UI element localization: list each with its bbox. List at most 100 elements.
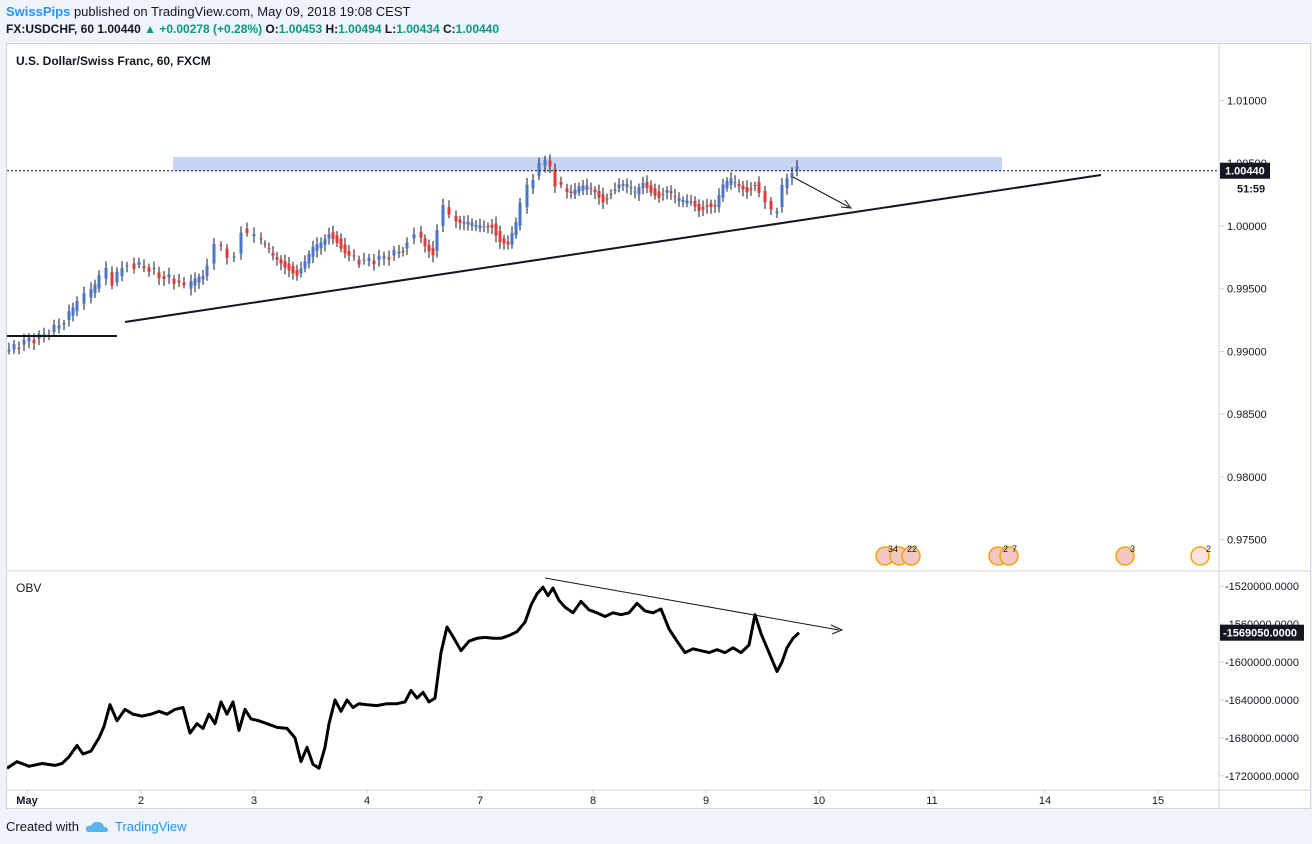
tradingview-brand-link[interactable]: TradingView [114, 819, 187, 834]
candle-body [790, 173, 794, 179]
author-name[interactable]: SwissPips [6, 4, 71, 19]
candle-body [721, 184, 725, 198]
candle-body [685, 200, 689, 204]
candle-body [17, 347, 21, 349]
candle-body [104, 267, 108, 279]
candle-body [573, 189, 577, 195]
low-label: L: [384, 22, 397, 36]
ascending-trendline[interactable] [124, 174, 1102, 323]
candle-body [97, 275, 101, 289]
candle-body [769, 200, 773, 210]
candle-body [709, 203, 713, 207]
candle-body [137, 262, 141, 265]
candle-body [62, 323, 66, 325]
candle-body [597, 190, 601, 198]
candle-body [52, 324, 56, 332]
candle-body [617, 184, 621, 189]
candle-body [795, 166, 799, 170]
candle-body [189, 281, 193, 289]
candle-body [565, 188, 569, 193]
candle-body [613, 189, 617, 191]
candle-body [162, 276, 166, 280]
candle-body [537, 163, 541, 176]
candle-body [502, 238, 506, 244]
obv-divergence-line[interactable] [544, 577, 840, 631]
candle-body [454, 215, 458, 222]
candle-body [482, 226, 486, 228]
candle-body [785, 178, 789, 189]
chart-container[interactable]: 1.010001.005001.000000.995000.990000.985… [6, 43, 1311, 809]
candle-body [252, 234, 256, 236]
candle-body [267, 248, 271, 250]
obv-tick-label: -1720000.0000 [1225, 771, 1299, 783]
candle-body [75, 301, 79, 312]
us-flag-icon[interactable] [1115, 546, 1135, 566]
candle-body [147, 267, 151, 272]
candle-body [115, 271, 119, 283]
obv-line[interactable] [6, 585, 801, 770]
time-tick-label: 9 [703, 795, 709, 807]
candles-group [7, 154, 799, 355]
obv-tick-label: -1640000.0000 [1225, 695, 1299, 707]
candle-body [693, 200, 697, 207]
chart-svg[interactable]: 1.010001.005001.000000.995000.990000.985… [6, 44, 1310, 808]
candle-body [172, 278, 176, 284]
candle-body [665, 189, 669, 193]
obv-tick-label: -1600000.0000 [1225, 657, 1299, 669]
candle-body [197, 276, 201, 283]
candle-body [205, 265, 209, 277]
candle-body [67, 311, 71, 321]
tradingview-cloud-icon[interactable] [85, 820, 109, 834]
candle-body [307, 253, 311, 264]
candle-body [201, 275, 205, 280]
close-label: C: [442, 22, 456, 36]
candle-body [392, 249, 396, 256]
candle-body [225, 248, 229, 258]
candle-body [589, 188, 593, 190]
candle-body [625, 184, 629, 188]
candle-body [593, 189, 597, 193]
obv-axis[interactable]: -1520000.0000-1560000.0000-1600000.0000-… [1219, 581, 1299, 783]
open-value: 1.00453 [278, 22, 323, 36]
candle-body [167, 274, 171, 278]
candle-body [621, 183, 625, 186]
high-value: 1.00494 [338, 22, 382, 36]
ch-flag-icon[interactable] [1190, 546, 1210, 566]
candle-body [577, 186, 581, 193]
projection-arrowhead [840, 199, 853, 209]
candle-body [303, 261, 307, 269]
event-badges[interactable]: 34 22 2 7 3 2 [875, 544, 1211, 566]
candle-body [474, 224, 478, 228]
candle-body [490, 224, 494, 228]
projection-arrow[interactable] [792, 176, 850, 208]
resistance-zone[interactable] [173, 156, 1002, 171]
obv-last-box [1220, 624, 1304, 641]
candle-body [367, 257, 371, 262]
candle-body [689, 201, 693, 203]
candle-body [629, 187, 633, 189]
candle-body [581, 185, 585, 191]
candle-body [633, 191, 637, 193]
obv-tick-label: -1680000.0000 [1225, 733, 1299, 745]
candle-body [705, 205, 709, 207]
time-axis[interactable]: May 2 3 4 7 8 9 10 11 14 15 [16, 790, 1164, 807]
candle-body [7, 349, 11, 352]
main-pane-title: U.S. Dollar/Swiss Franc, 60, FXCM [16, 54, 211, 68]
candle-body [637, 187, 641, 195]
candle-body [645, 182, 649, 189]
candle-body [697, 203, 701, 212]
candle-body [498, 230, 502, 243]
candle-body [397, 251, 401, 254]
last-price-box [1220, 162, 1270, 179]
candle-body [219, 244, 223, 246]
candle-body [132, 263, 136, 269]
us-flag-icon[interactable] [901, 546, 921, 566]
countdown-tag: 51:59 [1237, 184, 1265, 196]
footer: Created with TradingView [6, 819, 187, 834]
us-flag-icon[interactable] [999, 546, 1019, 566]
candle-body [733, 182, 737, 184]
open-label: O: [265, 22, 279, 36]
candle-body [382, 256, 386, 259]
publish-info: SwissPips published on TradingView.com, … [6, 4, 410, 19]
last-price-tag: 1.00440 [1225, 166, 1265, 178]
